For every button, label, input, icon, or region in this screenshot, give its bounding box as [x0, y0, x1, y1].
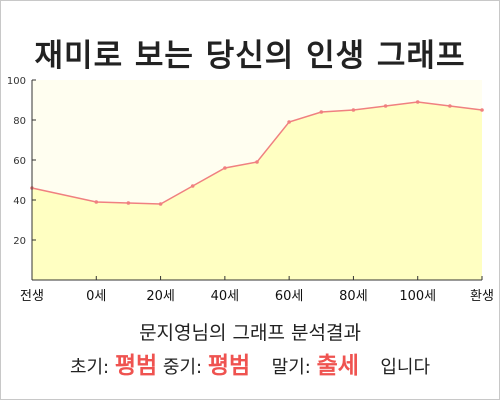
- chart-title: 재미로 보는 당신의 인생 그래프: [34, 38, 466, 74]
- x-tick-label: 0세: [86, 289, 106, 304]
- data-point: [223, 166, 227, 170]
- x-ticks-layer: 전생 0세 20세 40세 60세 80세 100세 환생: [20, 276, 494, 304]
- analysis-result: 초기: 평범 중기: 평범 말기: 출세 입니다: [0, 346, 500, 380]
- data-point: [351, 108, 356, 112]
- mid-label: 중기:: [162, 357, 203, 378]
- data-point: [287, 120, 291, 124]
- data-point: [255, 160, 259, 164]
- x-tick-label: 60세: [275, 289, 304, 304]
- series-line: [31, 101, 483, 205]
- data-point: [94, 200, 99, 204]
- analysis-summary: 문지영님의 그래프 분석결과: [139, 322, 361, 344]
- data-point: [190, 184, 195, 188]
- data-point: [383, 104, 388, 108]
- ending-text: 입니다: [380, 357, 431, 378]
- y-tick-label: 60: [13, 156, 26, 167]
- data-point: [415, 100, 420, 104]
- late-label: 말기:: [271, 357, 311, 378]
- early-label: 초기:: [69, 357, 110, 378]
- x-tick-label: 전생: [20, 289, 44, 304]
- late-value: 출세: [316, 353, 359, 379]
- y-ticks-layer: 20 40 60 80 100: [7, 76, 36, 247]
- markers-layer: [30, 100, 484, 206]
- data-point: [480, 108, 484, 112]
- data-point: [319, 110, 324, 114]
- mid-value: 평범: [207, 353, 251, 379]
- x-tick-label: 80세: [339, 289, 368, 304]
- y-tick-label: 20: [13, 236, 26, 247]
- x-tick-label: 환생: [470, 289, 494, 304]
- area-fill: [32, 102, 482, 280]
- x-tick-label: 20세: [146, 289, 175, 304]
- data-point: [448, 104, 452, 108]
- x-tick-label: 40세: [211, 289, 240, 304]
- early-value: 평범: [114, 353, 158, 379]
- y-tick-label: 80: [13, 116, 26, 127]
- y-tick-label: 100: [7, 76, 26, 87]
- data-point: [158, 202, 163, 206]
- x-tick-label: 100세: [399, 289, 436, 304]
- data-point: [126, 201, 131, 205]
- y-tick-label: 40: [13, 196, 26, 207]
